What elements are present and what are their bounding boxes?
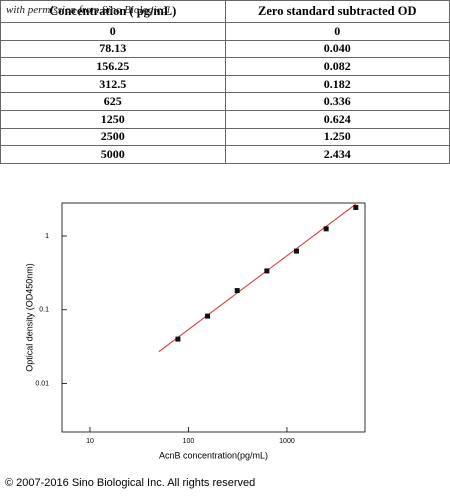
table-cell: 2.434 (224, 145, 450, 164)
table-row: 2500 1.250 (0, 127, 450, 147)
table-cell: 1250 (0, 109, 226, 129)
table-cell: 0.624 (224, 109, 450, 129)
data-point (205, 313, 211, 319)
data-point (175, 336, 181, 342)
y-tick-label: 0.01 (35, 380, 49, 387)
table-row: 312.5 0.182 (0, 74, 450, 94)
table-cell: 312.5 (0, 74, 226, 94)
table-cell: Zero standard subtracted OD (224, 0, 450, 23)
table-row: 5000 2.434 (0, 145, 450, 164)
table-row: 78.13 0.040 (0, 39, 450, 59)
data-point (264, 268, 270, 274)
x-tick-label: 10 (86, 438, 94, 445)
data-point (294, 248, 300, 254)
table-cell: 0.336 (224, 92, 450, 111)
table-cell: 625 (0, 92, 226, 111)
table-cell: 1.250 (224, 127, 450, 147)
table-row: 625 0.336 (0, 92, 450, 111)
table-cell: 78.13 (0, 39, 226, 59)
table-cell: 0.040 (224, 39, 450, 59)
table-cell: 0.182 (224, 74, 450, 94)
data-point (353, 204, 359, 210)
y-tick-label: 0.1 (39, 307, 49, 314)
table-cell: 0 (224, 22, 450, 41)
data-table: Concentration ( pg/mL) Zero standard subt… (0, 0, 450, 164)
data-point (323, 226, 329, 232)
table-cell: 2500 (0, 127, 226, 147)
data-point (234, 288, 240, 294)
watermark: with permission from Sino Biological (6, 4, 170, 16)
table-cell: 0.082 (224, 57, 450, 76)
table-cell: Concentration ( pg/mL) (0, 0, 226, 23)
fit-line (158, 203, 357, 353)
copyright: © 2007-2016 Sino Biological Inc. All rig… (5, 477, 256, 489)
y-tick-label: 1 (45, 233, 49, 240)
table-cell: 156.25 (0, 57, 226, 76)
table-cell: 5000 (0, 145, 226, 164)
header-row: Concentration ( pg/mL) Zero standard subt… (0, 0, 450, 23)
table-row: 1250 0.624 (0, 109, 450, 129)
x-axis-label: AcnB concentration(pg/mL) (159, 450, 268, 460)
table-cell: 0 (0, 22, 226, 41)
y-axis-label: Optical density (OD450nm) (24, 263, 34, 372)
x-tick-label: 1000 (279, 438, 295, 445)
table-row: 156.25 0.082 (0, 57, 450, 76)
plot-frame (61, 202, 366, 433)
x-tick-label: 100 (183, 438, 195, 445)
